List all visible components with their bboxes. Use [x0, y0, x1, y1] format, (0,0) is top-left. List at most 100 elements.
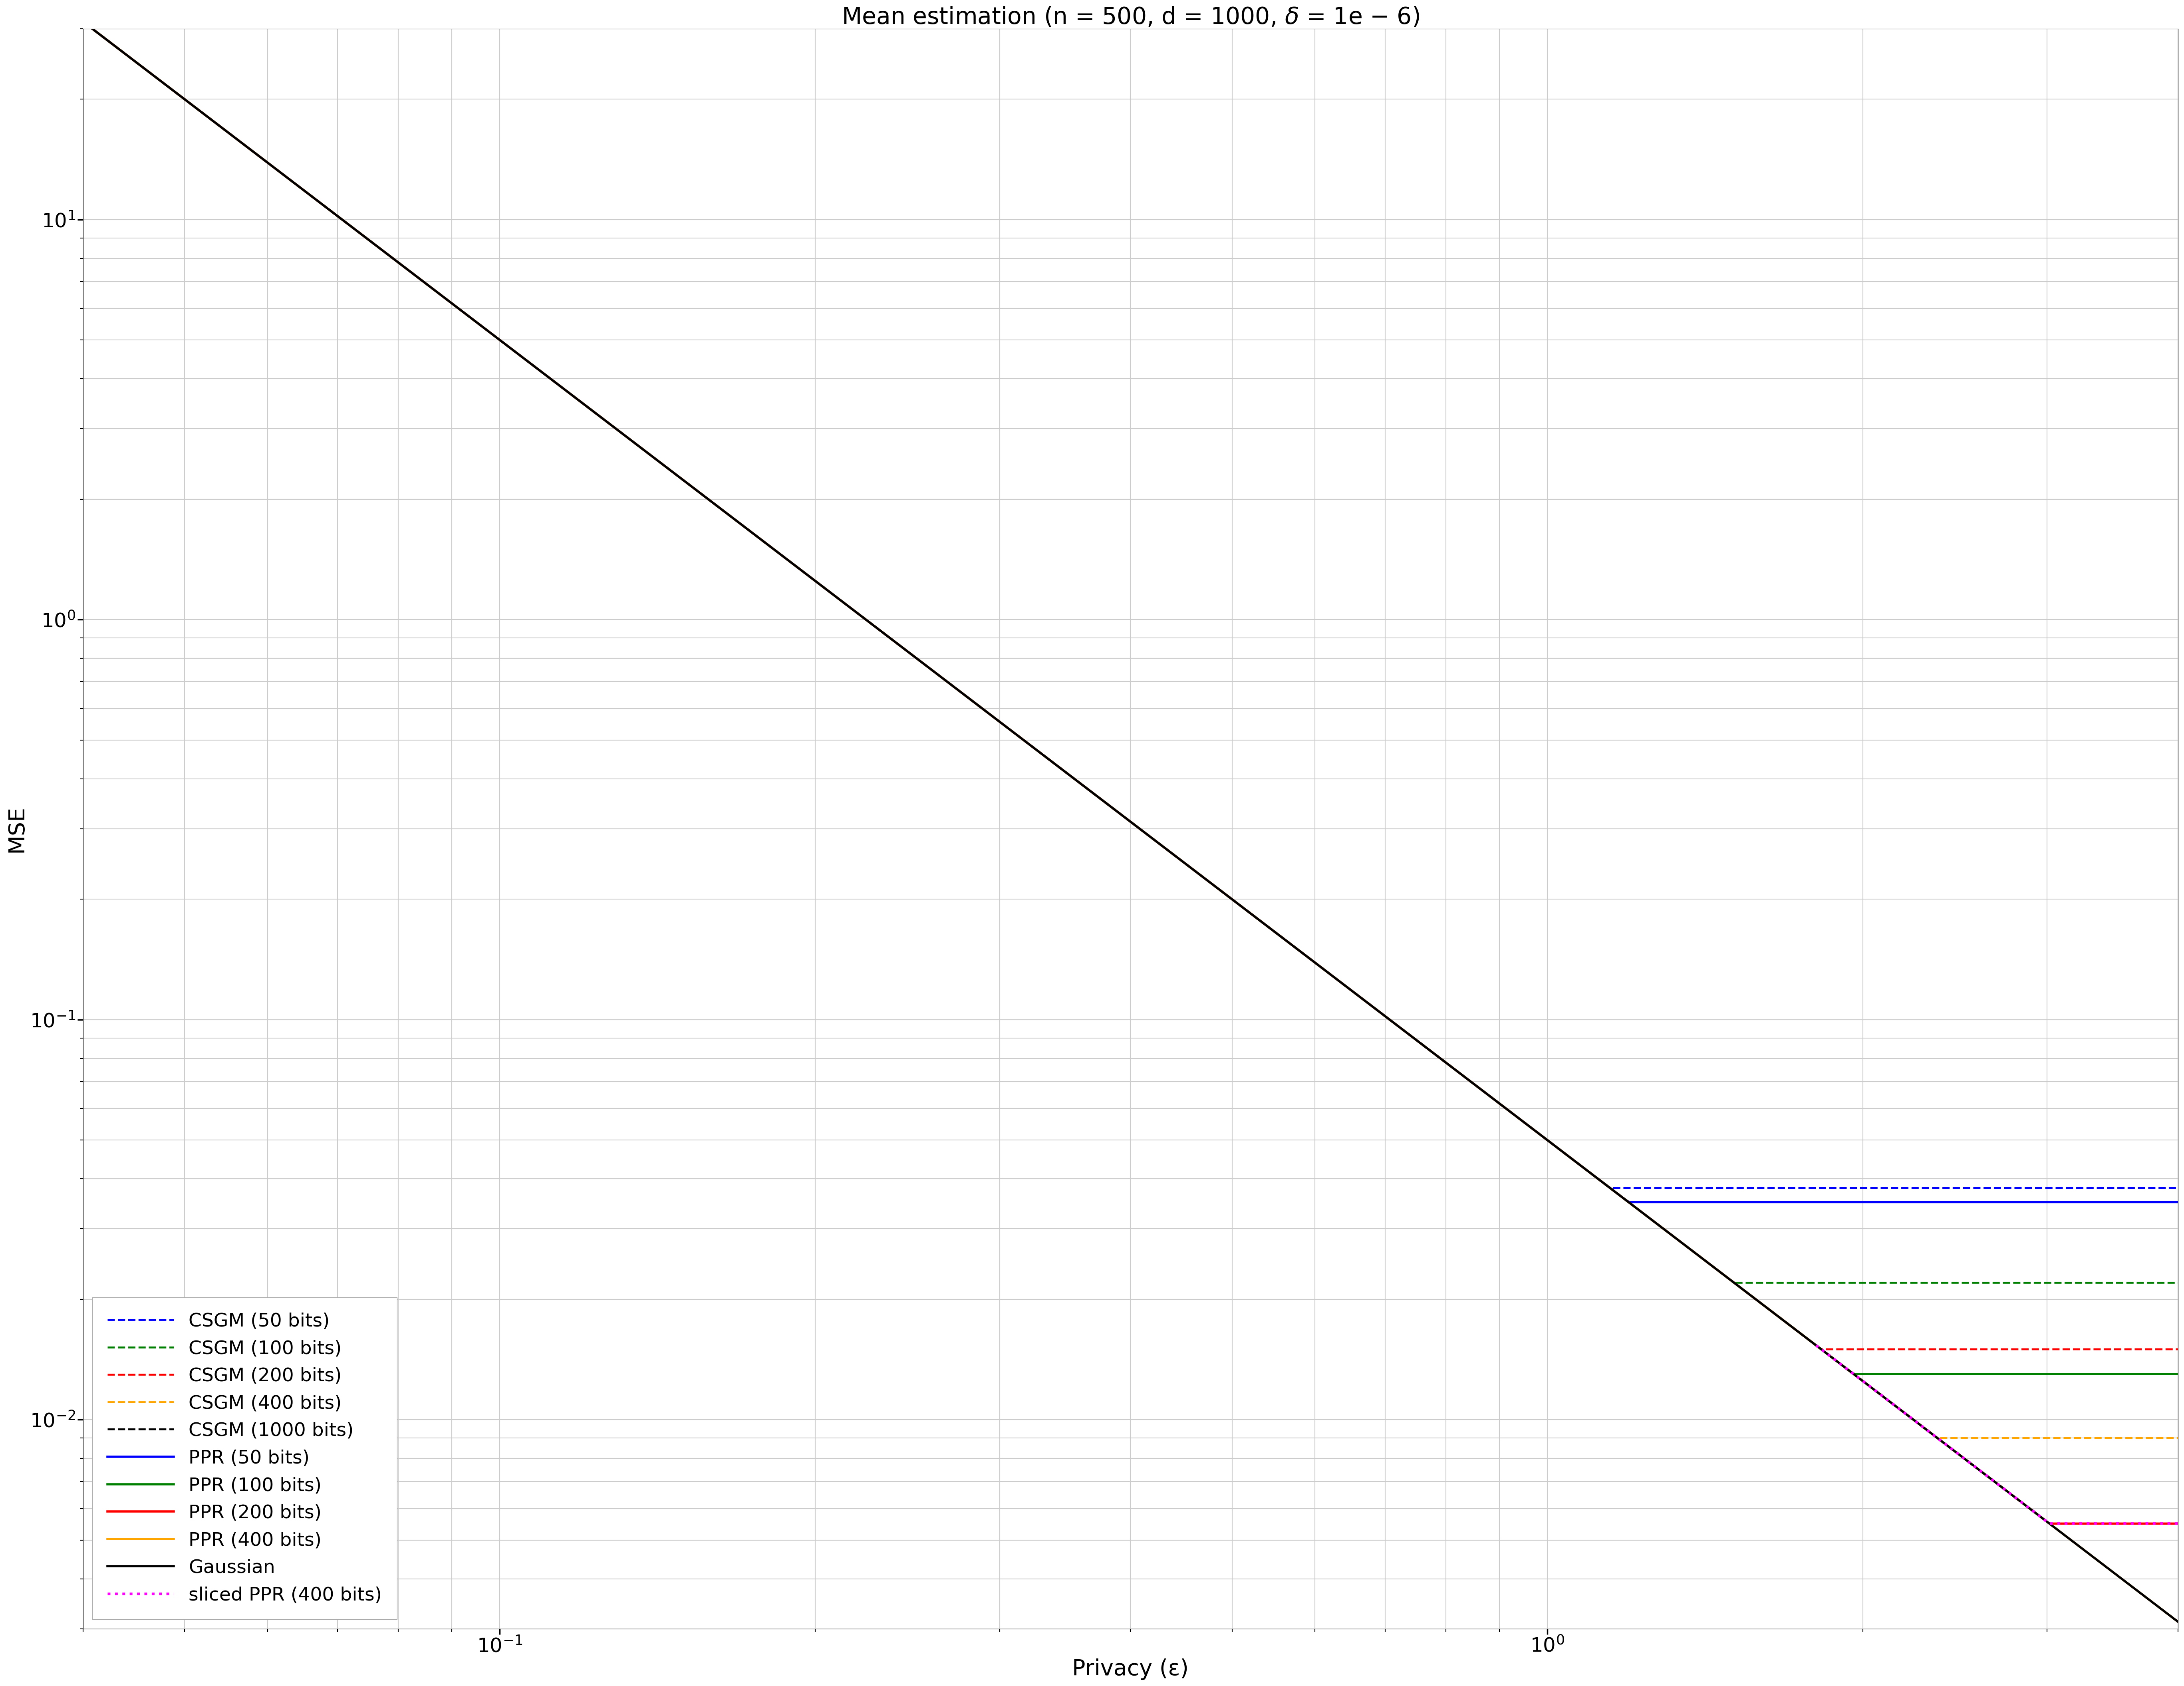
PPR (50 bits) [1404, 1030, 1431, 1050]
CSGM (1000 bits) [1660, 1226, 1686, 1246]
CSGM (400 bits) [1874, 1389, 1900, 1409]
CSGM (100 bits) [1341, 983, 1367, 1003]
Gaussian [1404, 1030, 1431, 1050]
CSGM (1000 bits) [1341, 983, 1367, 1003]
PPR (50 bits) [1616, 1192, 1642, 1212]
CSGM (400 bits) [1926, 1428, 1952, 1448]
sliced PPR (400 bits) [2164, 1514, 2184, 1534]
CSGM (100 bits) [70, 12, 96, 32]
Line: CSGM (1000 bits): CSGM (1000 bits) [83, 22, 2177, 1622]
CSGM (200 bits) [2164, 1339, 2184, 1359]
CSGM (50 bits) [2164, 1177, 2184, 1197]
PPR (100 bits) [1876, 1364, 1902, 1384]
Line: PPR (400 bits): PPR (400 bits) [83, 22, 2177, 1622]
CSGM (100 bits) [1721, 1273, 1747, 1293]
CSGM (100 bits) [1660, 1226, 1686, 1246]
CSGM (1000 bits) [1286, 941, 1313, 961]
CSGM (100 bits) [2164, 1273, 2184, 1293]
PPR (400 bits) [1660, 1226, 1686, 1246]
CSGM (50 bits) [1341, 983, 1367, 1003]
PPR (200 bits) [2035, 1514, 2062, 1534]
CSGM (50 bits) [1404, 1030, 1431, 1050]
sliced PPR (400 bits) [2007, 1492, 2033, 1512]
Title: Mean estimation (n = 500, d = 1000, $\delta$ = 1e $-$ 6): Mean estimation (n = 500, d = 1000, $\de… [841, 7, 1420, 29]
PPR (100 bits) [1660, 1226, 1686, 1246]
CSGM (400 bits) [199, 110, 225, 130]
CSGM (200 bits) [199, 110, 225, 130]
PPR (400 bits) [1341, 983, 1367, 1003]
Line: CSGM (100 bits): CSGM (100 bits) [83, 22, 2177, 1283]
CSGM (100 bits) [1876, 1273, 1902, 1293]
CSGM (100 bits) [199, 110, 225, 130]
PPR (100 bits) [199, 110, 225, 130]
PPR (100 bits) [1404, 1030, 1431, 1050]
CSGM (100 bits) [1286, 941, 1313, 961]
CSGM (50 bits) [1876, 1177, 1902, 1197]
CSGM (1000 bits) [2164, 1612, 2184, 1632]
CSGM (400 bits) [1286, 941, 1313, 961]
Line: CSGM (50 bits): CSGM (50 bits) [83, 22, 2177, 1187]
PPR (200 bits) [1341, 983, 1367, 1003]
Line: CSGM (400 bits): CSGM (400 bits) [83, 22, 2177, 1438]
Gaussian [1660, 1226, 1686, 1246]
CSGM (400 bits) [1660, 1226, 1686, 1246]
CSGM (400 bits) [2164, 1428, 2184, 1448]
PPR (50 bits) [1876, 1192, 1902, 1212]
CSGM (200 bits) [1808, 1339, 1835, 1359]
PPR (100 bits) [1341, 983, 1367, 1003]
CSGM (50 bits) [70, 12, 96, 32]
PPR (400 bits) [1874, 1389, 1900, 1409]
X-axis label: Privacy (ε): Privacy (ε) [1072, 1659, 1188, 1679]
CSGM (1000 bits) [70, 12, 96, 32]
Line: PPR (100 bits): PPR (100 bits) [83, 22, 2177, 1374]
sliced PPR (400 bits) [2035, 1514, 2062, 1534]
PPR (100 bits) [1286, 941, 1313, 961]
CSGM (50 bits) [1599, 1177, 1625, 1197]
PPR (200 bits) [2164, 1514, 2184, 1534]
Line: CSGM (200 bits): CSGM (200 bits) [83, 22, 2177, 1349]
Gaussian [1341, 983, 1367, 1003]
PPR (400 bits) [2164, 1612, 2184, 1632]
Gaussian [2164, 1612, 2184, 1632]
CSGM (400 bits) [70, 12, 96, 32]
PPR (50 bits) [1341, 983, 1367, 1003]
CSGM (1000 bits) [1404, 1030, 1431, 1050]
sliced PPR (400 bits) [1806, 1337, 1832, 1357]
Gaussian [199, 110, 225, 130]
sliced PPR (400 bits) [2160, 1514, 2184, 1534]
PPR (100 bits) [1843, 1364, 1870, 1384]
CSGM (50 bits) [1662, 1177, 1688, 1197]
CSGM (400 bits) [1404, 1030, 1431, 1050]
CSGM (200 bits) [1404, 1030, 1431, 1050]
CSGM (50 bits) [1286, 941, 1313, 961]
CSGM (200 bits) [70, 12, 96, 32]
CSGM (1000 bits) [199, 110, 225, 130]
CSGM (200 bits) [1660, 1226, 1686, 1246]
CSGM (400 bits) [1341, 983, 1367, 1003]
Gaussian [1874, 1389, 1900, 1409]
PPR (50 bits) [2164, 1192, 2184, 1212]
CSGM (100 bits) [1404, 1030, 1431, 1050]
PPR (200 bits) [199, 110, 225, 130]
sliced PPR (400 bits) [1808, 1339, 1835, 1359]
PPR (100 bits) [2164, 1364, 2184, 1384]
PPR (200 bits) [1874, 1389, 1900, 1409]
CSGM (200 bits) [1341, 983, 1367, 1003]
PPR (200 bits) [1660, 1226, 1686, 1246]
CSGM (200 bits) [1876, 1339, 1902, 1359]
Line: Gaussian: Gaussian [83, 22, 2177, 1622]
PPR (200 bits) [70, 12, 96, 32]
PPR (100 bits) [70, 12, 96, 32]
sliced PPR (400 bits) [1804, 1335, 1830, 1356]
CSGM (50 bits) [199, 110, 225, 130]
Y-axis label: MSE: MSE [7, 806, 28, 853]
PPR (200 bits) [1404, 1030, 1431, 1050]
PPR (50 bits) [199, 110, 225, 130]
PPR (400 bits) [1286, 941, 1313, 961]
Gaussian [70, 12, 96, 32]
sliced PPR (400 bits) [1992, 1480, 2018, 1501]
CSGM (1000 bits) [1874, 1389, 1900, 1409]
PPR (400 bits) [199, 110, 225, 130]
PPR (400 bits) [70, 12, 96, 32]
Legend: CSGM (50 bits), CSGM (100 bits), CSGM (200 bits), CSGM (400 bits), CSGM (1000 bi: CSGM (50 bits), CSGM (100 bits), CSGM (2… [92, 1297, 397, 1620]
